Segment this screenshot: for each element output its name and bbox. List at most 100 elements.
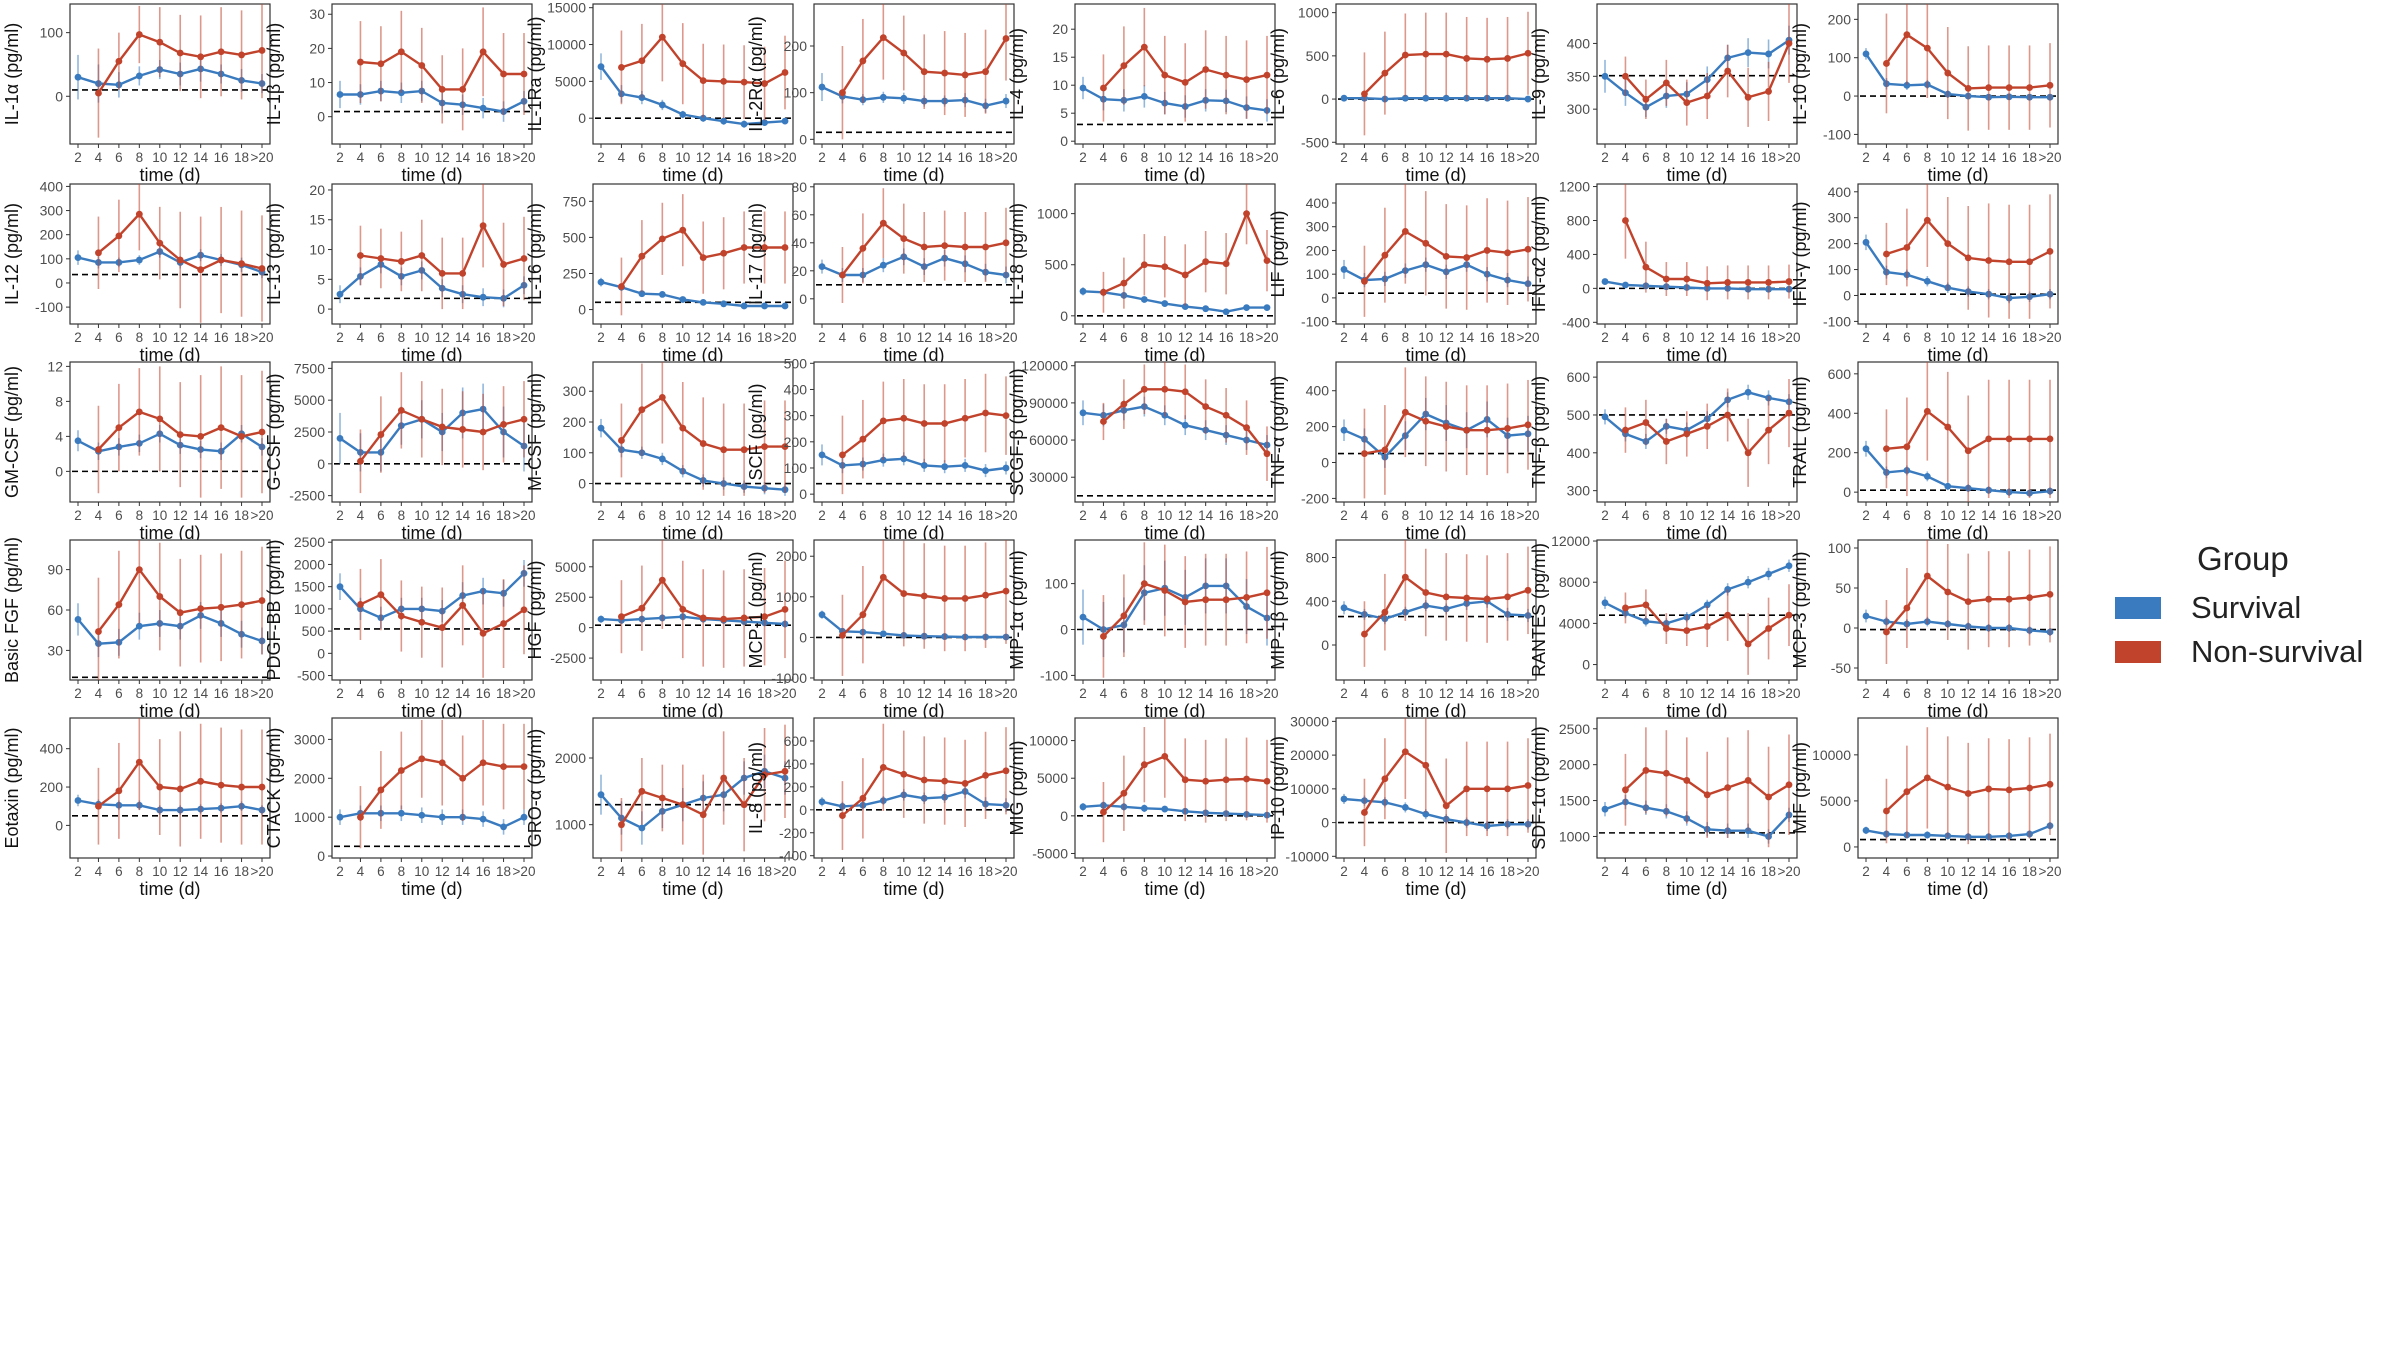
y-tick-label: -100 xyxy=(1040,667,1068,683)
nonsurvival-point xyxy=(115,424,123,432)
survival-point xyxy=(1140,93,1148,100)
y-tick-label: 5000 xyxy=(555,73,586,89)
nonsurvival-point xyxy=(1903,31,1911,39)
y-tick-label: 20 xyxy=(309,40,325,56)
x-tick-label: 18 xyxy=(2022,508,2037,523)
x-tick-label: 18 xyxy=(1500,150,1515,165)
y-axis-title: TNF-β (pg/ml) xyxy=(1529,376,1549,488)
nonsurvival-point xyxy=(740,446,748,454)
nonsurvival-point xyxy=(1964,84,1972,92)
nonsurvival-point xyxy=(2005,595,2013,603)
nonsurvival-point xyxy=(1401,748,1409,756)
x-axis-title: time (d) xyxy=(662,701,723,721)
y-tick-label: 200 xyxy=(1828,445,1852,461)
nonsurvival-point xyxy=(761,244,768,251)
survival-point xyxy=(1202,305,1210,313)
x-tick-label: 6 xyxy=(1120,330,1128,345)
nonsurvival-point xyxy=(1161,752,1169,760)
panel-frame xyxy=(592,539,794,681)
x-tick-label: 4 xyxy=(839,150,847,165)
nonsurvival-point xyxy=(2046,591,2054,598)
nonsurvival-point xyxy=(1964,790,1972,797)
nonsurvival-point xyxy=(781,443,789,451)
nonsurvival-point xyxy=(699,440,707,447)
x-tick-label: 2 xyxy=(1601,686,1609,701)
x-tick-label: 6 xyxy=(638,864,646,879)
nonsurvival-point xyxy=(941,69,949,77)
x-tick-label: 8 xyxy=(880,864,888,879)
series-group xyxy=(1340,718,1532,853)
panel-26: -500 0 500 1000 1500 2000 2500 2 4 6 8 10 12 14 16 18 >2… xyxy=(264,534,535,721)
legend-swatch-survival xyxy=(2115,597,2161,619)
series-group xyxy=(1079,7,1271,122)
x-tick-label: 10 xyxy=(1418,508,1433,523)
panel-27: -2500 0 2500 5000 2 4 6 8 10 12 14 16 18 >20 time (d) H… xyxy=(525,539,796,721)
x-tick-label: 6 xyxy=(377,864,385,879)
y-tick-label: 200 xyxy=(784,38,808,54)
nonsurvival-point xyxy=(638,252,646,260)
survival-point xyxy=(397,809,405,817)
survival-point xyxy=(699,298,707,306)
nonsurvival-point xyxy=(377,60,385,68)
nonsurvival-point xyxy=(1642,95,1650,103)
x-tick-label: 10 xyxy=(414,864,429,879)
x-tick-label: 16 xyxy=(1741,686,1756,701)
nonsurvival-point xyxy=(1120,62,1128,69)
survival-line xyxy=(600,280,785,308)
x-tick-label: 18 xyxy=(1239,864,1254,879)
x-tick-label: >20 xyxy=(1517,330,1540,345)
x-axis-title: time (d) xyxy=(662,345,723,365)
x-tick-label: 4 xyxy=(1100,686,1108,701)
x-tick-label: 10 xyxy=(896,508,911,523)
nonsurvival-point xyxy=(2005,258,2013,266)
nonsurvival-point xyxy=(1181,598,1189,606)
y-axis-title: GRO-α (pg/ml) xyxy=(525,729,545,847)
x-tick-label: 2 xyxy=(1079,686,1087,701)
survival-point xyxy=(638,290,646,298)
nonsurvival-point xyxy=(135,408,143,416)
y-axis-title: SDF-1α (pg/ml) xyxy=(1529,726,1549,849)
x-tick-label: 12 xyxy=(917,864,932,879)
legend-item-nonsurvival: Non-survival xyxy=(2115,630,2375,674)
panel-11: 0 250 500 750 2 4 6 8 10 12 14 16 18 >20 time (d) IL-16… xyxy=(525,183,796,365)
x-axis-title: time (d) xyxy=(1927,879,1988,899)
survival-line xyxy=(339,812,525,829)
nonsurvival-point xyxy=(1100,808,1107,816)
y-tick-label: 2000 xyxy=(555,750,586,766)
x-tick-label: 6 xyxy=(1642,864,1650,879)
panel-15: -400 0 400 800 1200 2 4 6 8 10 12 14 16 18 >20 time (d)… xyxy=(1529,179,1800,365)
panel-32: -50 0 50 100 2 4 6 8 10 12 14 16 18 >20 time (d) MCP-3 … xyxy=(1790,539,2061,721)
survival-point xyxy=(1340,426,1348,434)
nonsurvival-point xyxy=(720,615,728,623)
y-tick-label: -400 xyxy=(1562,314,1590,330)
survival-point xyxy=(1601,599,1609,607)
nonsurvival-point xyxy=(1662,79,1670,87)
nonsurvival-point xyxy=(1361,450,1368,457)
y-tick-label: 0 xyxy=(1060,622,1068,638)
y-tick-label: 10 xyxy=(309,242,325,258)
x-tick-label: >20 xyxy=(1517,150,1540,165)
nonsurvival-point xyxy=(1944,240,1952,248)
y-tick-label: 100 xyxy=(40,251,64,267)
nonsurvival-point xyxy=(500,261,507,268)
nonsurvival-point xyxy=(1683,627,1691,634)
nonsurvival-point xyxy=(839,271,846,279)
x-tick-label: 6 xyxy=(859,686,867,701)
nonsurvival-point xyxy=(217,256,225,264)
y-axis-title: IL-1β (pg/ml) xyxy=(264,23,284,125)
y-tick-label: 200 xyxy=(40,227,64,243)
survival-point xyxy=(1601,278,1609,285)
y-tick-label: 200 xyxy=(1306,242,1330,258)
survival-point xyxy=(1140,804,1148,812)
nonsurvival-point xyxy=(1202,66,1210,73)
x-tick-label: 14 xyxy=(193,686,209,701)
nonsurvival-point xyxy=(1100,632,1107,640)
nonsurvival-point xyxy=(1120,789,1128,797)
x-tick-label: 16 xyxy=(1741,150,1756,165)
nonsurvival-point xyxy=(377,255,385,262)
x-tick-label: 10 xyxy=(1157,330,1172,345)
x-tick-label: 10 xyxy=(896,330,911,345)
nonsurvival-point xyxy=(418,415,426,423)
survival-point xyxy=(500,823,507,831)
x-tick-label: 2 xyxy=(1079,330,1087,345)
